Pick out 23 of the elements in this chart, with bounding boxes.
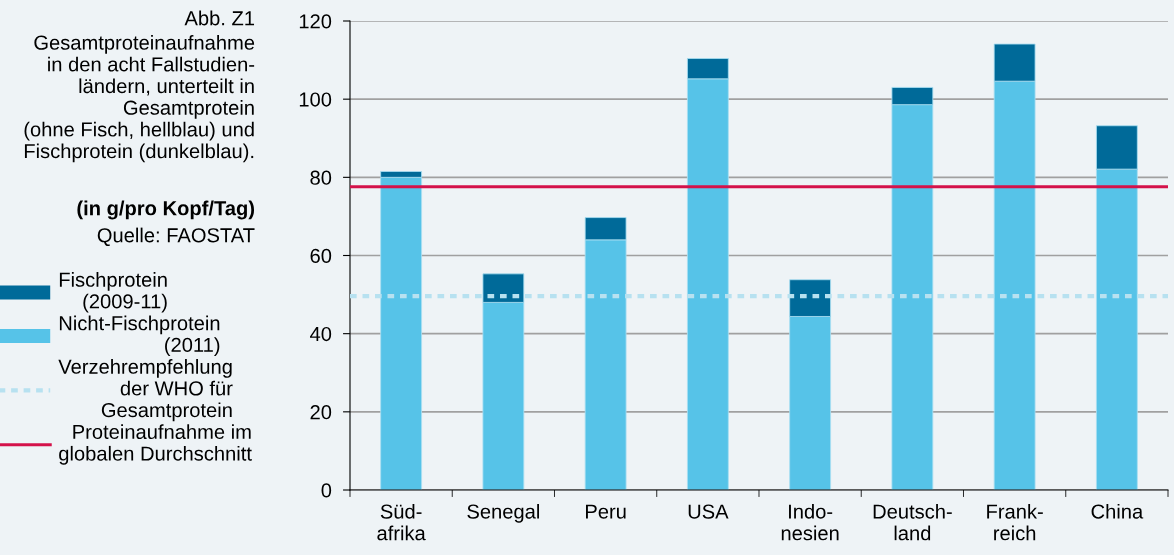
legend-label: Fischprotein (2009-11) <box>59 272 167 313</box>
text: Gesamtproteinaufnahme in den acht Fallstudien- ländern, unterteilt in Gesamtprotein (ohne Fisch, hellblau) und Fischprotein (dunkelblau). <box>24 35 255 163</box>
x-tick-label: Frank- reich <box>987 503 1043 541</box>
x-tick-label: Süd- afrika <box>377 503 426 541</box>
y-tick-label: 40 <box>310 326 332 342</box>
y-axis-title: (in g/pro Kopf/Tag) <box>77 200 255 220</box>
legend-label: Nicht-Fischprotein (2011) <box>59 315 220 357</box>
y-tick-label: 80 <box>310 170 332 185</box>
x-tick-label: Deutsch- land <box>873 503 952 541</box>
x-tick-label: Senegal <box>467 503 539 523</box>
legend-label: Verzehrempfehlung der WHO für Gesamtprotein <box>58 359 233 422</box>
x-tick-label: Peru <box>586 504 626 519</box>
x-tick-label: USA <box>688 504 729 519</box>
source-note: Quelle: FAOSTAT <box>97 227 255 247</box>
y-tick-label: 120 <box>299 14 332 29</box>
y-tick-label: 20 <box>310 405 332 420</box>
x-tick-label: China <box>1091 503 1144 519</box>
x-tick-label: Indo- nesien <box>781 503 839 541</box>
y-tick-label: 0 <box>321 483 332 498</box>
legend-label: Proteinaufnahme im globalen Durchschnitt <box>59 424 252 465</box>
y-tick-label: 100 <box>299 92 332 107</box>
y-tick-label: 60 <box>310 248 332 263</box>
chart-title: Abb. Z1 <box>184 10 255 26</box>
